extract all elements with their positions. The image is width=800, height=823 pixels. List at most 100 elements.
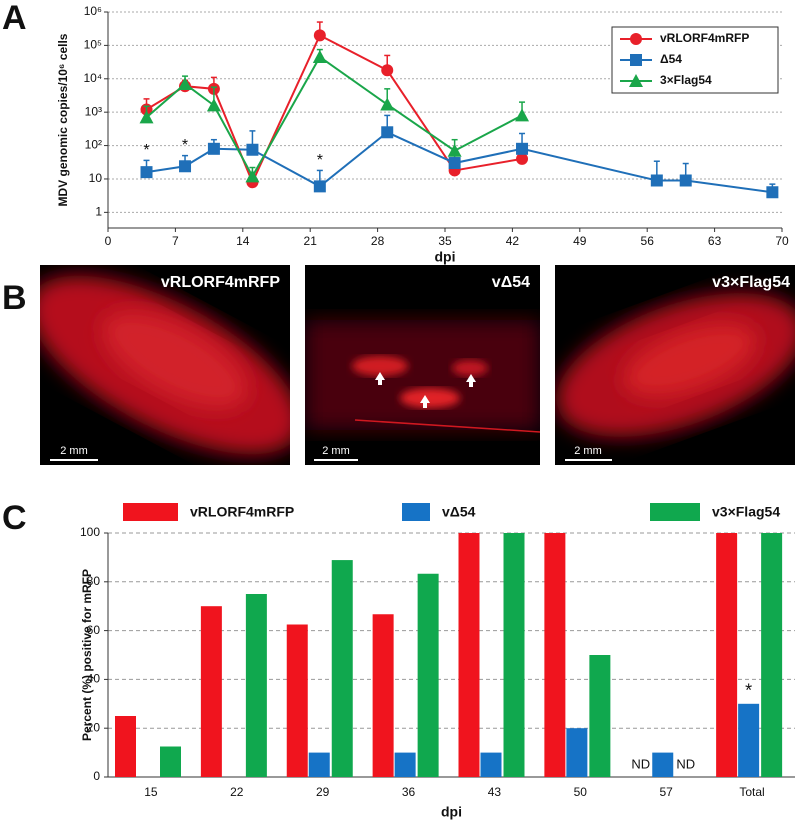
image-label: vRLORF4mRFP — [161, 274, 280, 291]
bar — [652, 752, 674, 777]
marker — [766, 186, 779, 199]
x-axis-label: dpi — [441, 804, 462, 820]
x-tick-label: 70 — [775, 234, 789, 248]
y-axis-label: MDV genomic copies/10⁶ cells — [56, 33, 70, 206]
marker — [516, 152, 529, 165]
y-tick-label: 60 — [87, 623, 101, 637]
y-tick-label: 10³ — [85, 104, 102, 118]
y-tick-label: 10² — [85, 138, 102, 152]
x-tick-label: 49 — [573, 234, 587, 248]
bar — [245, 594, 267, 777]
marker — [650, 174, 663, 187]
bar — [308, 752, 330, 777]
bar — [160, 746, 181, 777]
marker — [207, 142, 220, 155]
legend-label: vRLORF4mRFP — [660, 31, 749, 45]
marker — [140, 166, 153, 179]
x-tick-label: 21 — [304, 234, 318, 248]
marker — [381, 64, 394, 77]
bar — [331, 560, 353, 777]
x-tick-label: 35 — [438, 234, 452, 248]
legend-swatch — [402, 503, 430, 521]
image-label: v3×Flag54 — [712, 274, 790, 291]
legend-swatch — [650, 503, 700, 521]
image: vΔ54 2 mm — [305, 265, 540, 465]
x-tick-label: 15 — [144, 785, 158, 799]
series-line — [145, 55, 523, 179]
marker — [246, 143, 259, 156]
x-tick-label: Total — [739, 785, 764, 799]
bar — [716, 533, 738, 777]
marker — [206, 98, 221, 112]
marker — [448, 157, 461, 170]
bar — [480, 752, 502, 777]
x-tick-label: 29 — [316, 785, 330, 799]
y-tick-label: 10⁶ — [84, 4, 102, 18]
panel-letter: C — [2, 499, 27, 537]
bar — [200, 606, 222, 777]
x-tick-label: 57 — [660, 785, 674, 799]
image-label: vΔ54 — [492, 274, 530, 291]
x-tick-label: 36 — [402, 785, 416, 799]
legend-label: vΔ54 — [442, 504, 476, 520]
image: vRLORF4mRFP 2 mm — [40, 265, 290, 465]
annotation: * — [745, 681, 752, 701]
y-tick-label: 40 — [87, 672, 101, 686]
bar — [372, 614, 394, 777]
marker — [245, 169, 260, 183]
bar — [286, 624, 308, 777]
panel-letter: A — [2, 0, 27, 37]
x-tick-label: 42 — [506, 234, 520, 248]
marker — [516, 142, 529, 155]
marker — [630, 33, 642, 45]
y-tick-label: 10⁵ — [84, 38, 102, 52]
value-label: ND — [631, 756, 650, 771]
annotation: * — [182, 137, 188, 154]
scale-label: 2 mm — [60, 445, 88, 457]
x-tick-label: 14 — [236, 234, 250, 248]
bar — [503, 533, 525, 777]
x-tick-label: 63 — [708, 234, 722, 248]
x-tick-label: 56 — [641, 234, 655, 248]
x-tick-label: 0 — [105, 234, 112, 248]
marker — [179, 160, 192, 173]
legend-label: vRLORF4mRFP — [190, 504, 294, 520]
marker — [313, 29, 326, 42]
x-tick-label: 28 — [371, 234, 385, 248]
bar — [417, 573, 439, 777]
bar — [394, 752, 416, 777]
y-tick-label: 20 — [87, 720, 101, 734]
legend-label: 3×Flag54 — [660, 73, 712, 87]
legend-label: v3×Flag54 — [712, 504, 780, 520]
y-tick-label: 1 — [95, 205, 102, 219]
x-tick-label: 7 — [172, 234, 179, 248]
y-tick-label: 10 — [89, 171, 103, 185]
marker — [629, 74, 643, 87]
marker — [515, 108, 530, 122]
marker — [630, 54, 642, 66]
panel-letter: B — [2, 279, 27, 317]
y-tick-label: 100 — [80, 525, 100, 539]
annotation: * — [143, 142, 149, 159]
x-tick-label: 22 — [230, 785, 244, 799]
legend-label: Δ54 — [660, 52, 682, 66]
bar — [458, 533, 480, 777]
image: v3×Flag54 2 mm — [555, 265, 795, 465]
marker — [178, 76, 193, 90]
bar — [761, 533, 783, 777]
scale-label: 2 mm — [574, 445, 602, 457]
value-label: ND — [676, 756, 695, 771]
y-tick-label: 80 — [87, 574, 101, 588]
marker — [139, 110, 154, 124]
x-axis-label: dpi — [435, 249, 456, 265]
y-axis-label: Percent (%) positive for mRFP — [80, 569, 94, 741]
marker — [679, 174, 692, 187]
marker — [381, 126, 394, 139]
bar — [566, 728, 588, 777]
bar — [738, 703, 760, 777]
y-tick-label: 10⁴ — [83, 71, 102, 85]
bar — [115, 716, 136, 777]
legend-swatch — [123, 503, 178, 521]
